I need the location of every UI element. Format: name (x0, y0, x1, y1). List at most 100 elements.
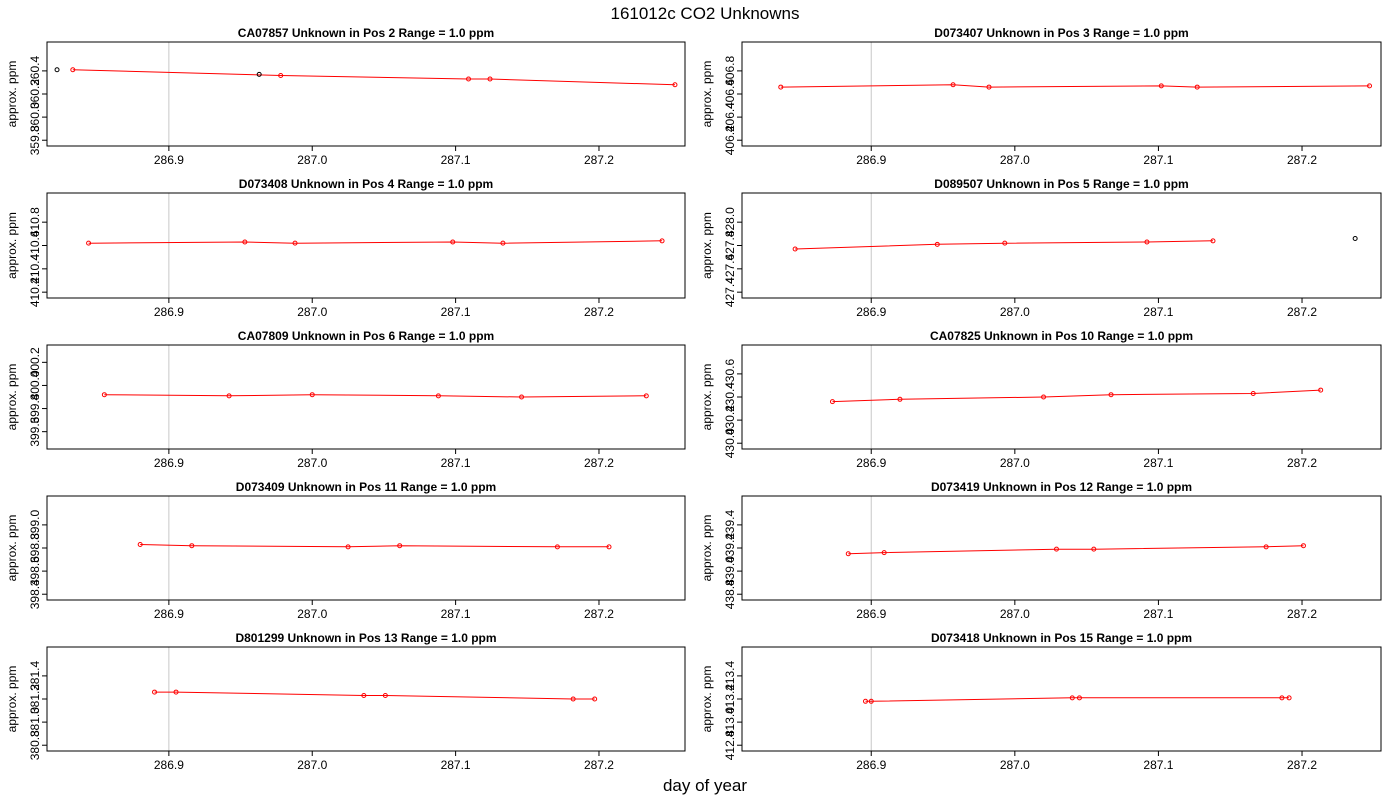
y-axis-label: approx. ppm (700, 515, 714, 582)
data-point (450, 239, 456, 245)
panel-9: D801299 Unknown in Pos 13 Range = 1.0 pp… (5, 631, 686, 772)
y-tick-label: 399.8 (28, 393, 42, 423)
x-tick-label: 287.1 (1143, 607, 1173, 621)
x-tick-label: 286.9 (154, 456, 184, 470)
y-tick-label: 399.6 (28, 416, 42, 446)
y-tick-label: 410.6 (28, 230, 42, 260)
data-point (570, 696, 576, 702)
panel-title: D073409 Unknown in Pos 11 Range = 1.0 pp… (236, 480, 496, 494)
y-tick-label: 406.8 (723, 56, 737, 86)
x-tick-label: 287.2 (584, 607, 614, 621)
x-tick-label: 287.2 (1287, 607, 1317, 621)
plot-frame (741, 344, 1382, 450)
x-tick-label: 287.0 (297, 456, 327, 470)
data-point (1367, 83, 1373, 89)
y-tick-label: 430.4 (723, 382, 737, 412)
y-tick-label: 439.2 (723, 533, 737, 563)
figure-title: 161012c CO2 Unknowns (610, 4, 799, 23)
panel-7: D073409 Unknown in Pos 11 Range = 1.0 pp… (5, 480, 686, 621)
data-point (292, 240, 298, 246)
x-tick-label: 287.1 (441, 456, 471, 470)
x-tick-label: 286.9 (856, 153, 886, 167)
data-point (189, 543, 195, 549)
plot-frame (46, 344, 686, 450)
series-line (795, 240, 1214, 250)
x-tick-label: 286.9 (856, 456, 886, 470)
x-tick-label: 287.2 (1287, 305, 1317, 319)
data-point (1108, 392, 1114, 398)
y-tick-label: 430.6 (723, 359, 737, 389)
panel-5: CA07809 Unknown in Pos 6 Range = 1.0 ppm… (5, 329, 686, 470)
data-point (881, 550, 887, 556)
series-line (865, 697, 1290, 702)
data-point (862, 698, 868, 704)
series-line (140, 544, 609, 548)
x-tick-label: 287.0 (297, 607, 327, 621)
data-point (1053, 546, 1059, 552)
data-point (101, 392, 107, 398)
y-tick-label: 413.0 (723, 707, 737, 737)
data-point (1076, 695, 1082, 701)
data-point (1300, 543, 1306, 549)
y-tick-label: 381.2 (28, 684, 42, 714)
panel-title: D073407 Unknown in Pos 3 Range = 1.0 ppm (934, 26, 1188, 40)
plot-frame (46, 41, 686, 147)
data-point (554, 544, 560, 550)
data-point (361, 693, 367, 699)
x-tick-label: 287.2 (1287, 758, 1317, 772)
data-point (1158, 83, 1164, 89)
data-point (1279, 695, 1285, 701)
data-point (1041, 394, 1047, 400)
x-tick-label: 287.0 (297, 758, 327, 772)
series-line (88, 240, 663, 244)
extra-data-point (54, 67, 60, 73)
panel-title: CA07809 Unknown in Pos 6 Range = 1.0 ppm (238, 329, 494, 343)
y-tick-label: 381.0 (28, 707, 42, 737)
x-tick-label: 287.1 (441, 305, 471, 319)
y-tick-label: 428.0 (723, 207, 737, 237)
plot-frame (741, 495, 1382, 601)
y-axis-label: approx. ppm (5, 666, 19, 733)
data-point (1069, 695, 1075, 701)
panel-4: D089507 Unknown in Pos 5 Range = 1.0 ppm… (700, 177, 1382, 319)
panel-title: D073408 Unknown in Pos 4 Range = 1.0 ppm (239, 177, 493, 191)
data-point (606, 544, 612, 550)
panel-title: D089507 Unknown in Pos 5 Range = 1.0 ppm (934, 177, 1188, 191)
panel-title: CA07857 Unknown in Pos 2 Range = 1.0 ppm (238, 26, 494, 40)
x-tick-label: 286.9 (856, 758, 886, 772)
x-tick-label: 286.9 (154, 607, 184, 621)
plot-frame (741, 41, 1382, 147)
series-line (832, 389, 1321, 403)
y-tick-label: 439.0 (723, 556, 737, 586)
y-axis-label: approx. ppm (700, 61, 714, 128)
panel-10: D073418 Unknown in Pos 15 Range = 1.0 pp… (700, 631, 1382, 772)
data-point (70, 67, 76, 73)
y-tick-label: 410.2 (28, 277, 42, 307)
data-point (643, 393, 649, 399)
y-axis-label: approx. ppm (700, 212, 714, 279)
y-tick-label: 406.4 (723, 102, 737, 132)
x-tick-label: 287.1 (441, 153, 471, 167)
data-point (672, 82, 678, 88)
y-tick-label: 427.6 (723, 253, 737, 283)
x-tick-label: 287.0 (1000, 758, 1030, 772)
data-point (778, 84, 784, 90)
y-tick-label: 398.8 (28, 533, 42, 563)
extra-data-point (256, 71, 262, 77)
series-line (780, 84, 1370, 88)
data-point (1144, 239, 1150, 245)
figure-x-axis-label: day of year (663, 776, 747, 795)
x-tick-label: 286.9 (154, 153, 184, 167)
panel-title: D073418 Unknown in Pos 15 Range = 1.0 pp… (931, 631, 1192, 645)
extra-data-point (1352, 236, 1358, 241)
x-tick-label: 287.2 (1287, 456, 1317, 470)
x-tick-label: 286.9 (154, 758, 184, 772)
data-point (466, 76, 472, 82)
data-point (519, 394, 525, 400)
y-tick-label: 410.8 (28, 207, 42, 237)
x-tick-label: 287.0 (1000, 153, 1030, 167)
plot-frame (46, 192, 686, 299)
data-point (226, 393, 232, 399)
data-point (986, 84, 992, 90)
data-point (950, 82, 956, 88)
